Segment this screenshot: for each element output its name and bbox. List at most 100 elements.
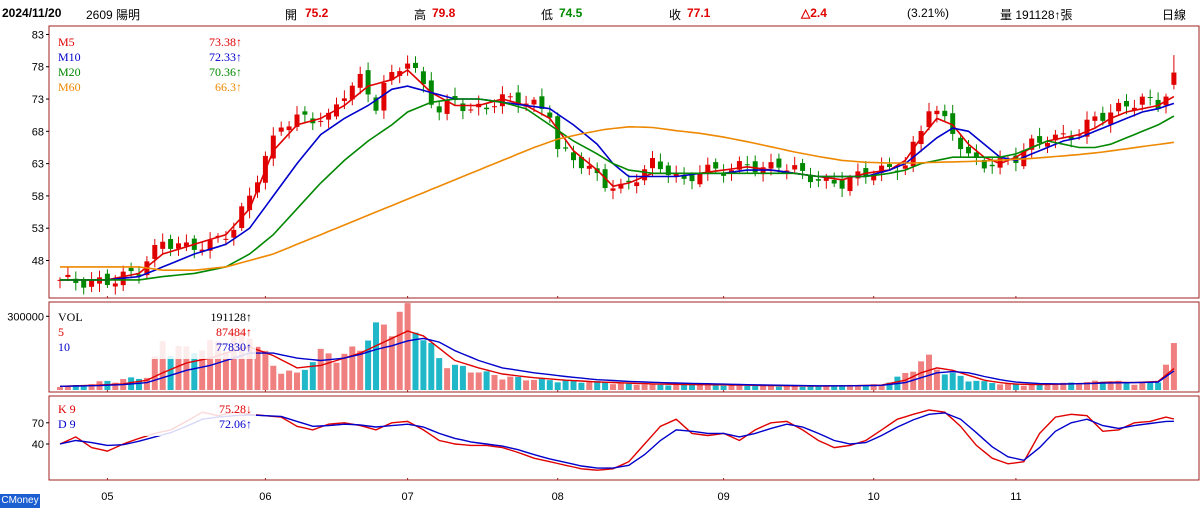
- candle-body: [642, 169, 648, 181]
- candle-body: [863, 168, 869, 177]
- candle-body: [1029, 138, 1035, 150]
- volume-bar: [1123, 382, 1130, 390]
- volume-bar: [1060, 382, 1067, 390]
- candle-body: [1124, 100, 1129, 107]
- legend-value: 77830↑: [216, 340, 252, 354]
- candle-body: [1037, 136, 1043, 143]
- candle-body: [207, 239, 213, 251]
- candle-body: [365, 70, 371, 95]
- volume-bar: [151, 356, 158, 390]
- candle-body: [555, 116, 561, 150]
- volume-tick-label: 300000: [7, 311, 44, 323]
- candle-body: [831, 179, 837, 184]
- volume-bar: [333, 362, 340, 390]
- volume-bar: [902, 372, 909, 390]
- legend-box: [56, 402, 256, 436]
- candle-body: [879, 165, 885, 173]
- volume-bar: [815, 385, 822, 390]
- quote-header: 2024/11/20 2609 陽明 開 75.2 高 79.8 低 74.5 …: [0, 0, 1201, 26]
- candle-body: [910, 141, 916, 167]
- candle-body: [270, 135, 276, 159]
- month-label: 11: [1010, 491, 1021, 503]
- legend-box: [56, 35, 246, 99]
- candle-body: [73, 278, 79, 283]
- candle-body: [776, 158, 782, 168]
- volume-bar: [839, 385, 846, 390]
- volume-bar: [507, 376, 514, 390]
- candle-body: [1139, 96, 1145, 105]
- candle-body: [657, 161, 663, 170]
- candle-body: [302, 111, 308, 115]
- volume-bar: [1091, 380, 1098, 390]
- volume-bar: [704, 383, 711, 390]
- volume-bar: [941, 374, 948, 390]
- volume-bar: [483, 371, 490, 390]
- volume-bar: [1099, 381, 1106, 390]
- volume-bar: [823, 385, 830, 390]
- volume-bar: [325, 353, 332, 390]
- volume-bar: [143, 377, 150, 390]
- volume-bar: [191, 353, 198, 390]
- volume-bar: [357, 350, 364, 390]
- volume-bar: [878, 384, 885, 390]
- candle-body: [650, 158, 655, 169]
- volume-bar: [388, 336, 395, 390]
- kd-panel-frame: [48, 395, 1200, 481]
- volume-bar: [854, 385, 861, 390]
- candle-body: [326, 112, 332, 120]
- month-label: 05: [101, 491, 113, 503]
- volume-bar: [167, 356, 174, 390]
- candle-body: [744, 164, 750, 166]
- candle-body: [373, 97, 379, 111]
- period-selector[interactable]: 日線: [1162, 8, 1187, 22]
- volume-bar: [57, 387, 63, 390]
- volume-bar: [1155, 382, 1162, 390]
- price-tick-label: 48: [32, 255, 44, 267]
- candle-body: [784, 170, 790, 172]
- candle-body: [926, 111, 932, 128]
- candle-body: [871, 174, 877, 181]
- volume-bar: [88, 384, 95, 390]
- candle-body: [1052, 134, 1058, 141]
- price-tick-label: 53: [32, 223, 44, 235]
- volume-bar: [1139, 382, 1146, 390]
- volume-bar: [499, 379, 506, 390]
- volume-bar: [625, 382, 632, 390]
- volume-bar: [64, 385, 71, 390]
- volume-bar: [997, 384, 1004, 390]
- candle-body: [847, 177, 853, 192]
- date-label: 2024/11/20: [2, 6, 62, 20]
- volume-bar: [807, 386, 814, 390]
- volume-bar: [475, 372, 482, 390]
- volume-bar: [459, 365, 466, 390]
- ma-line-m10: [60, 85, 1175, 281]
- volume-readout: 量 191128↑張: [1000, 8, 1073, 22]
- candle-body: [966, 146, 971, 154]
- candle-body: [531, 99, 537, 105]
- volume-bar: [246, 338, 253, 390]
- legend-name: 5: [58, 325, 64, 339]
- month-label: 09: [717, 491, 729, 503]
- volume-bar: [712, 384, 719, 390]
- kd-tick-label: 40: [32, 439, 44, 451]
- candle-body: [247, 195, 253, 211]
- candle-body: [808, 174, 813, 183]
- volume-bar: [728, 384, 735, 390]
- candle-body: [168, 239, 174, 249]
- volume-bar: [112, 382, 119, 390]
- volume-bar: [1170, 343, 1177, 390]
- volume-bar: [862, 385, 869, 390]
- candle-body: [942, 110, 948, 117]
- candle-body: [381, 82, 387, 111]
- volume-bar: [594, 381, 601, 390]
- volume-bar: [1068, 382, 1075, 390]
- candle-body: [492, 106, 497, 108]
- candle-body: [934, 110, 940, 115]
- legend-value: 87484↑: [216, 325, 252, 339]
- volume-bar: [1020, 385, 1027, 390]
- volume-bar: [515, 377, 522, 390]
- volume-bar: [586, 382, 593, 390]
- volume-bar: [420, 340, 427, 390]
- candle-body: [1084, 119, 1090, 137]
- price-tick-label: 68: [32, 126, 44, 138]
